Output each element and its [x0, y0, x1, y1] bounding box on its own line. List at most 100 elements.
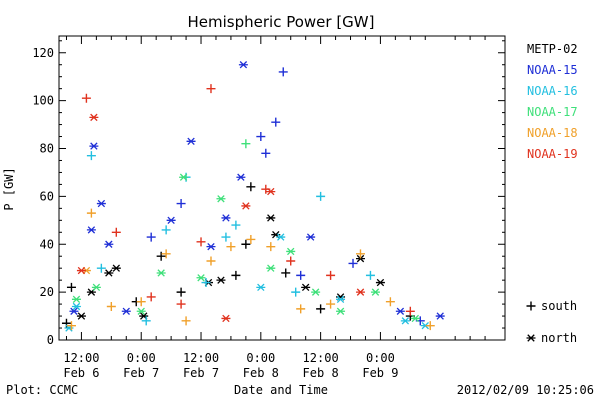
- data-points: [61, 61, 445, 332]
- legend: METP-02 NOAA-15 NOAA-16 NOAA-17 NOAA-18 NOAA-…: [526, 42, 578, 345]
- data-point-north: [76, 312, 86, 320]
- data-point-north: [156, 269, 166, 277]
- data-point-south: [278, 67, 288, 77]
- data-point-south: [206, 84, 216, 94]
- data-point-north: [71, 295, 81, 304]
- legend-entry: NOAA-18: [527, 126, 578, 140]
- data-point-north: [76, 266, 86, 275]
- data-point-south: [296, 270, 306, 280]
- data-point-north: [236, 173, 246, 181]
- y-tick-label: 120: [32, 46, 54, 60]
- data-point-south: [326, 299, 336, 309]
- x-tick-label: 0:00: [246, 351, 275, 365]
- x-axis-label: Date and Time: [234, 383, 328, 397]
- data-point-north: [221, 314, 231, 323]
- data-point-north: [179, 173, 189, 181]
- data-point-south: [296, 304, 306, 314]
- legend-entry: NOAA-19: [527, 147, 578, 161]
- data-point-north: [216, 276, 226, 284]
- data-point-north: [238, 61, 248, 69]
- data-point-south: [146, 232, 156, 242]
- data-point-north: [256, 283, 266, 292]
- data-point-south: [141, 316, 151, 326]
- data-point-south: [316, 304, 326, 314]
- data-point-north: [166, 216, 176, 225]
- data-point-north: [186, 137, 196, 146]
- y-tick-label: 60: [40, 189, 54, 203]
- data-point-south: [281, 268, 291, 278]
- data-point-north: [104, 240, 114, 248]
- data-point-north: [86, 226, 96, 234]
- data-point-north: [336, 307, 346, 315]
- data-point-south: [176, 287, 186, 297]
- data-point-south: [405, 306, 415, 316]
- data-point-south: [355, 249, 365, 259]
- x-tick-label: 0:00: [366, 351, 395, 365]
- data-point-north: [206, 242, 216, 251]
- data-point-north: [104, 269, 114, 277]
- x-tick-label: 0:00: [127, 351, 156, 365]
- series-noaa-18: [66, 208, 435, 331]
- data-point-north: [96, 199, 106, 208]
- data-point-north: [111, 264, 121, 272]
- data-point-south: [176, 199, 186, 209]
- x-tick-date: Feb 8: [243, 366, 279, 380]
- data-point-south: [81, 93, 91, 103]
- data-point-south: [261, 148, 271, 158]
- legend-entry: NOAA-17: [527, 105, 578, 119]
- data-point-south: [231, 220, 241, 230]
- data-point-south: [221, 232, 231, 242]
- data-point-north: [91, 283, 101, 292]
- data-point-north: [121, 307, 131, 315]
- data-point-south: [161, 225, 171, 235]
- data-point-north: [435, 312, 445, 320]
- y-axis: 0 20 40 60 80 100 120: [32, 40, 505, 347]
- data-point-north: [266, 264, 276, 272]
- data-point-north: [395, 307, 405, 315]
- data-point-south: [266, 242, 276, 252]
- data-point-south: [181, 316, 191, 326]
- series-noaa-17: [71, 139, 420, 323]
- legend-entry: NOAA-16: [527, 84, 578, 98]
- data-point-south: [246, 234, 256, 244]
- data-point-south: [66, 282, 76, 292]
- x-tick-date: Feb 8: [303, 366, 339, 380]
- x-tick-date: Feb 9: [362, 366, 398, 380]
- data-point-south: [241, 139, 251, 149]
- data-point-north: [306, 233, 316, 241]
- data-point-south: [96, 263, 106, 273]
- x-tick-label: 12:00: [63, 351, 99, 365]
- data-point-south: [286, 256, 296, 266]
- data-point-south: [206, 256, 216, 266]
- footer-left: Plot: CCMC: [6, 383, 78, 397]
- x-tick-date: Feb 7: [123, 366, 159, 380]
- data-point-north: [69, 307, 79, 315]
- legend-entry: METP-02: [527, 42, 578, 56]
- y-tick-label: 0: [47, 333, 54, 347]
- data-point-north: [276, 233, 286, 241]
- data-point-south: [385, 297, 395, 307]
- y-tick-label: 20: [40, 285, 54, 299]
- data-point-north: [410, 314, 420, 323]
- data-point-north: [266, 214, 276, 222]
- data-point-north: [311, 288, 321, 296]
- data-point-north: [400, 317, 410, 325]
- data-point-south: [136, 297, 146, 307]
- footer-right: 2012/02/09 10:25:06: [457, 383, 594, 397]
- data-point-south: [326, 270, 336, 280]
- data-point-south: [106, 301, 116, 311]
- x-tick-label: 12:00: [303, 351, 339, 365]
- data-point-north: [241, 202, 251, 210]
- data-point-south: [256, 132, 266, 142]
- chart-title: Hemispheric Power [GW]: [188, 13, 375, 31]
- data-point-south: [196, 237, 206, 247]
- data-point-north: [89, 113, 99, 122]
- data-point-south: [241, 239, 251, 249]
- data-point-south: [246, 182, 256, 192]
- y-tick-label: 40: [40, 237, 54, 251]
- data-point-north: [370, 288, 380, 296]
- data-point-north: [355, 254, 365, 263]
- data-point-south: [271, 117, 281, 127]
